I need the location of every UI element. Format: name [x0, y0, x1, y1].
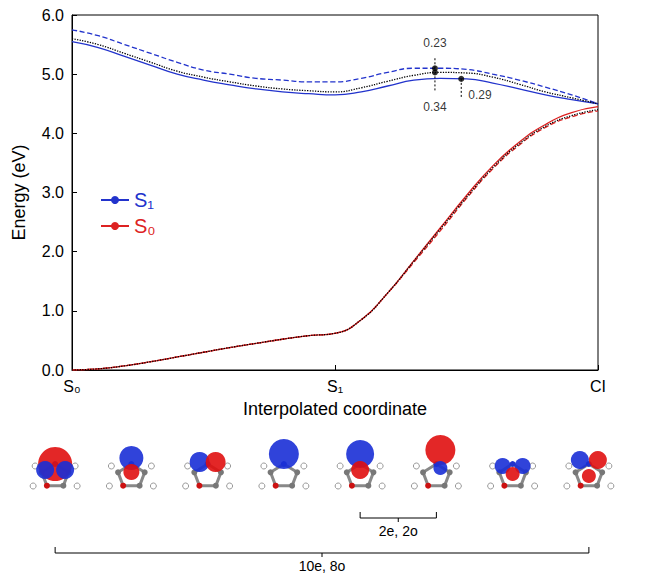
svg-text:0.34: 0.34	[423, 100, 447, 114]
svg-text:6.0: 6.0	[42, 7, 64, 24]
svg-text:CI: CI	[590, 378, 606, 395]
svg-text:4.0: 4.0	[42, 125, 64, 142]
svg-text:0.23: 0.23	[423, 36, 447, 50]
svg-text:Interpolated coordinate: Interpolated coordinate	[243, 399, 427, 419]
svg-text:S₁: S₁	[134, 189, 154, 211]
svg-text:10e, 8o: 10e, 8o	[299, 558, 346, 574]
svg-text:1.0: 1.0	[42, 302, 64, 319]
svg-text:S₀: S₀	[63, 378, 80, 395]
svg-text:5.0: 5.0	[42, 66, 64, 83]
svg-text:0.29: 0.29	[468, 88, 492, 102]
svg-text:0.0: 0.0	[42, 362, 64, 379]
svg-text:S₁: S₁	[327, 378, 343, 395]
svg-text:2e, 2o: 2e, 2o	[379, 523, 418, 539]
svg-text:3.0: 3.0	[42, 184, 64, 201]
svg-text:2.0: 2.0	[42, 243, 64, 260]
svg-text:S₀: S₀	[134, 215, 156, 237]
svg-text:Energy (eV): Energy (eV)	[9, 144, 29, 240]
